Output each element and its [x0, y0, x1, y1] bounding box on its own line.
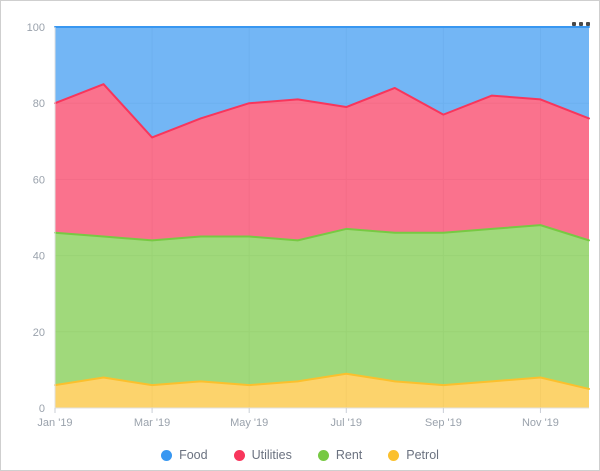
area-rent	[55, 225, 589, 389]
area-line-petrol	[54, 372, 590, 390]
y-axis-label: 0	[39, 403, 45, 415]
chart-legend: Food Utilities Rent Petrol	[1, 444, 599, 466]
legend-marker-icon	[233, 449, 245, 461]
legend-marker-icon	[317, 449, 329, 461]
x-axis-label: Jan '19	[37, 417, 72, 429]
legend-marker-icon	[388, 449, 400, 461]
area-line-utilities	[54, 83, 590, 139]
y-axis-label: 100	[27, 22, 45, 34]
legend-label: Utilities	[251, 447, 292, 462]
chart-menu-button[interactable]	[571, 21, 591, 27]
legend-label: Rent	[335, 447, 363, 462]
x-axis-label: May '19	[230, 417, 268, 429]
legend-item-rent[interactable]: Rent	[317, 447, 363, 462]
legend-label: Petrol	[406, 447, 439, 462]
legend-item-utilities[interactable]: Utilities	[233, 447, 292, 462]
x-axis-label: Mar '19	[134, 417, 170, 429]
x-axis-label: Jul '19	[331, 417, 362, 429]
y-axis-label: 40	[33, 251, 45, 263]
ellipsis-icon	[586, 22, 590, 26]
legend-label: Food	[179, 447, 208, 462]
x-axis-label: Nov '19	[522, 417, 559, 429]
ellipsis-icon	[579, 22, 583, 26]
y-axis-label: 60	[33, 174, 45, 186]
legend-marker-icon	[161, 449, 173, 461]
x-axis-label: Sep '19	[425, 417, 462, 429]
area-food	[55, 27, 589, 138]
legend-item-food[interactable]: Food	[161, 449, 208, 462]
ellipsis-icon	[572, 22, 576, 26]
y-axis-label: 80	[33, 98, 45, 110]
legend-item-petrol[interactable]: Petrol	[388, 449, 439, 462]
area-line-rent	[54, 224, 590, 242]
y-axis-label: 20	[33, 327, 45, 339]
